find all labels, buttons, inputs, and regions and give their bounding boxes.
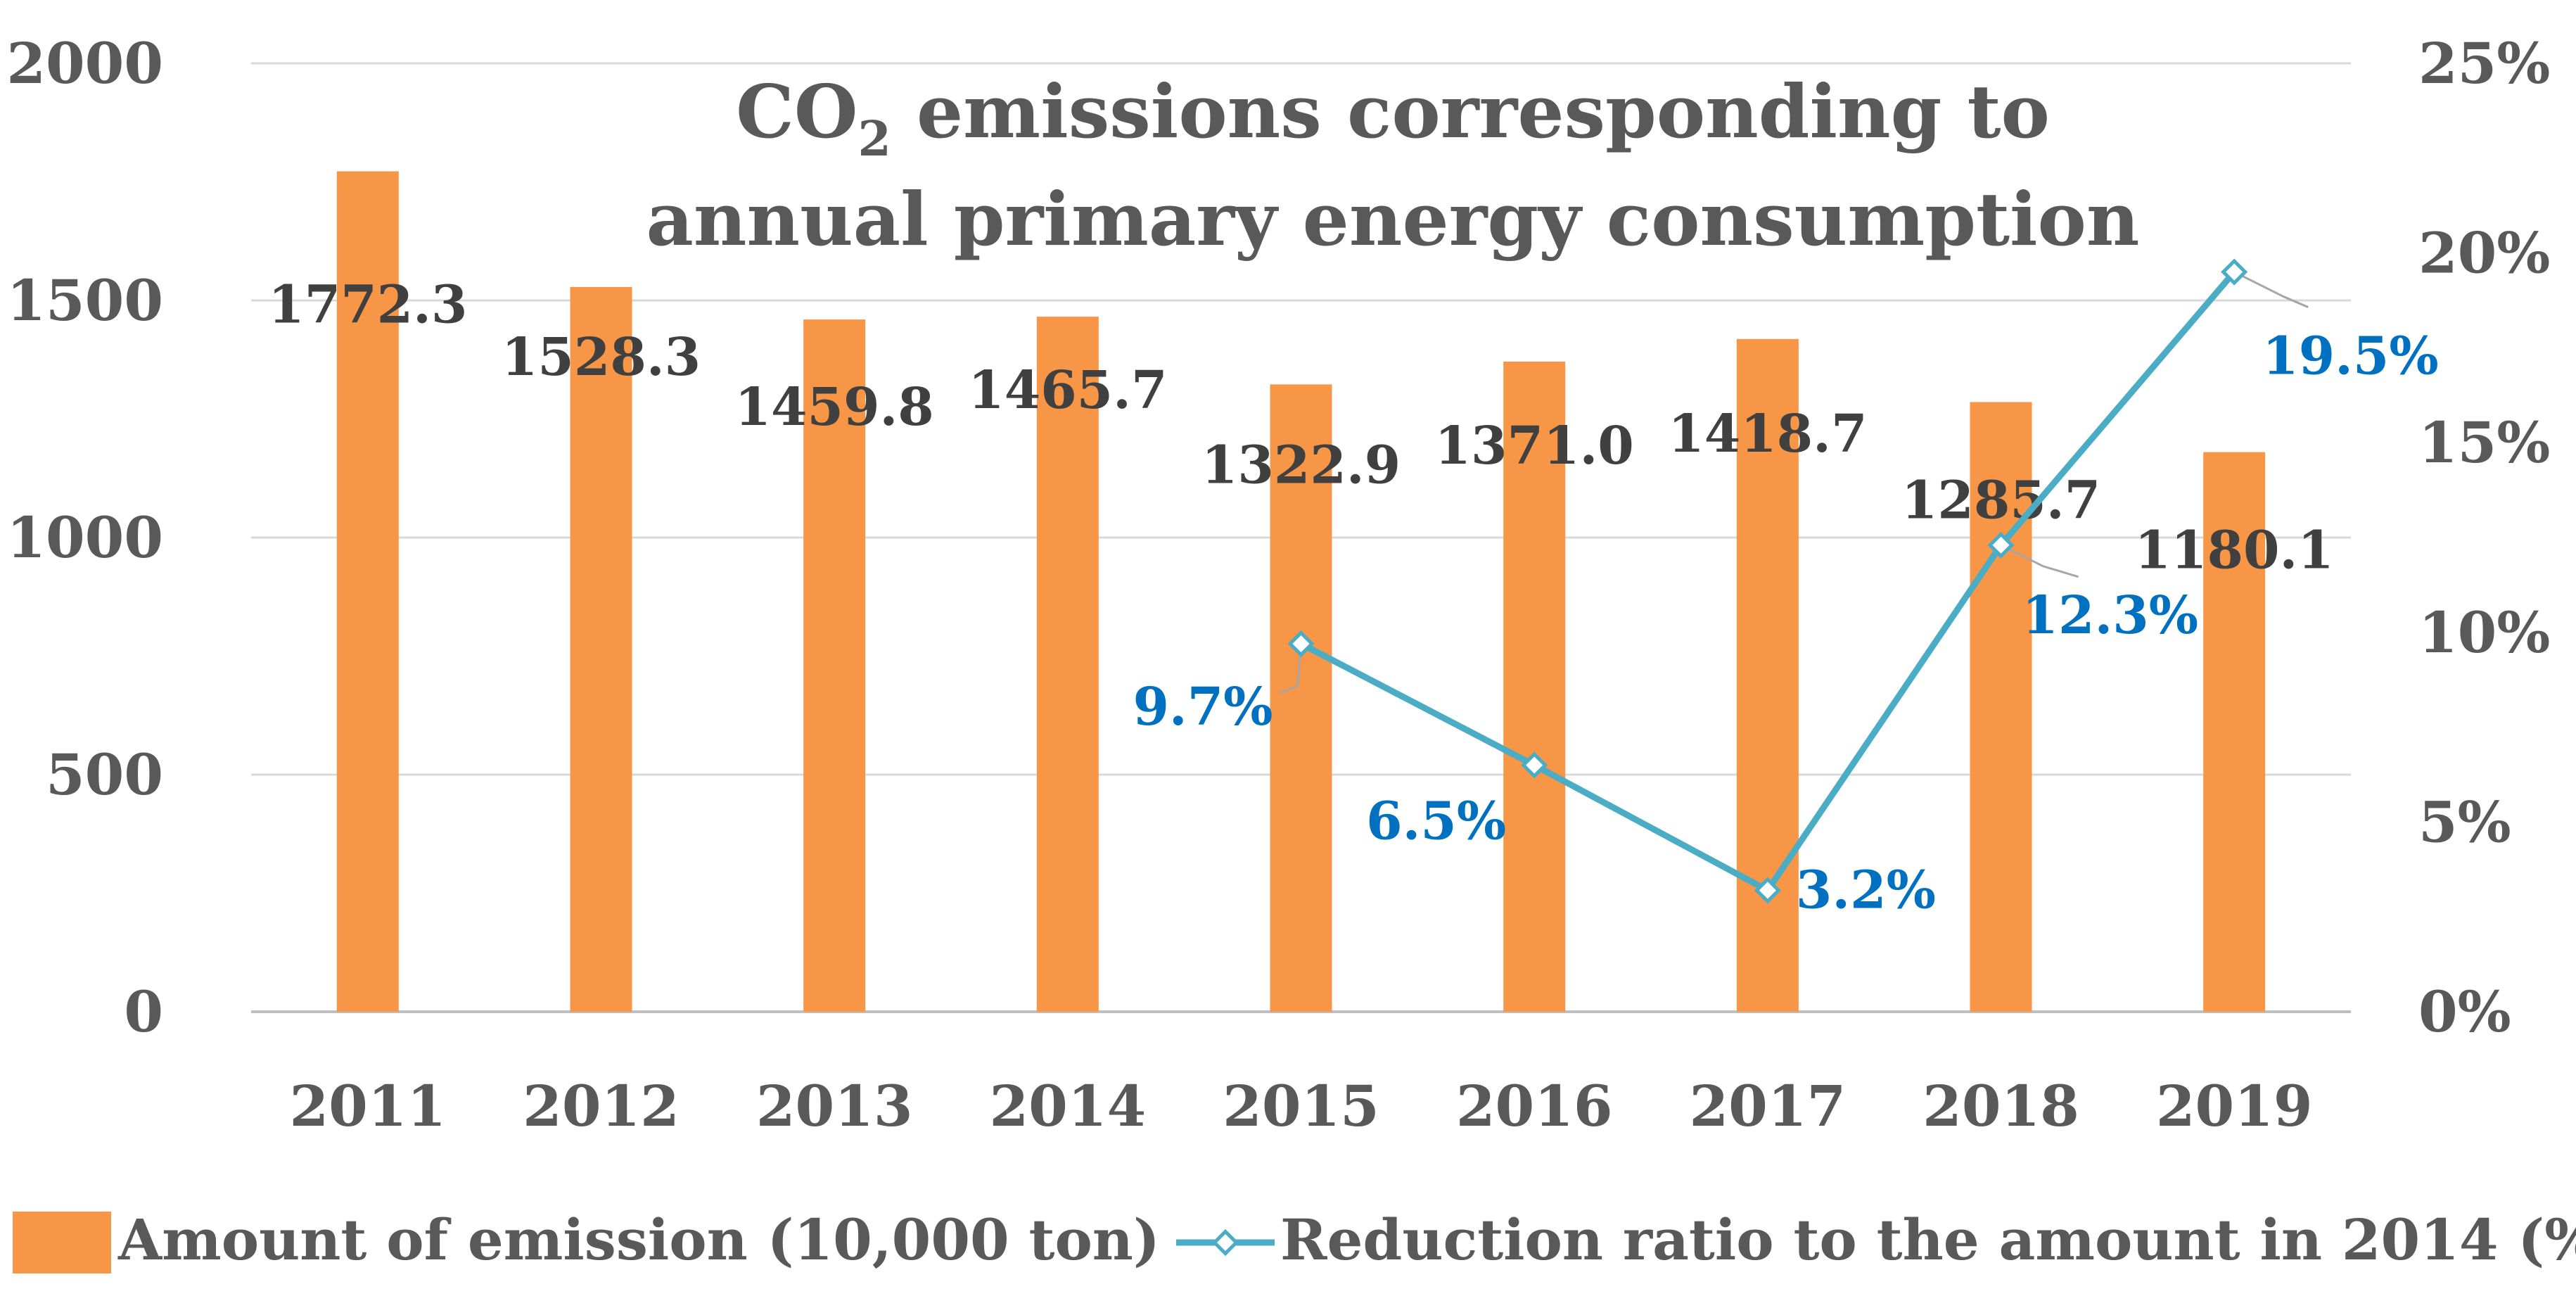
bar-value-label: 1528.3 [502, 327, 701, 388]
x-axis-tick-label: 2015 [1223, 1073, 1379, 1139]
right-axis-ticks: 0% 5% 10% 15% 20% 25% [2418, 30, 2550, 1045]
x-axis-tick-label: 2019 [2156, 1073, 2313, 1139]
x-axis-tick-label: 2017 [1690, 1073, 1847, 1139]
bar-value-label: 1322.9 [1201, 435, 1401, 495]
label-leader-line [1279, 643, 1302, 694]
bar [1036, 317, 1099, 1012]
line-value-label: 9.7% [1133, 677, 1273, 737]
bar [1503, 361, 1566, 1012]
x-axis-tick-label: 2012 [523, 1073, 680, 1139]
bar-value-label: 1459.8 [735, 377, 934, 438]
bar-value-label: 1180.1 [2135, 521, 2334, 581]
legend-line-label: Reduction ratio to the amount in 2014 (%… [1280, 1207, 2576, 1273]
bar [1270, 384, 1332, 1012]
bar [570, 286, 632, 1012]
left-axis-ticks: 0 500 1000 1500 2000 [6, 30, 163, 1045]
legend-line-marker [1211, 1228, 1239, 1257]
label-leader-line [2233, 271, 2309, 308]
chart-title-line2: annual primary energy consumption [646, 176, 2139, 262]
bar-value-label: 1772.3 [268, 274, 467, 335]
left-axis-tick-label: 0 [124, 979, 163, 1045]
label-leader-line [2000, 544, 2079, 578]
x-axis-tick-label: 2016 [1456, 1073, 1613, 1139]
bar [1970, 402, 2032, 1012]
legend-bar-label: Amount of emission (10,000 ton) [117, 1207, 1160, 1273]
right-axis-tick-label: 0% [2418, 979, 2511, 1045]
right-axis-tick-label: 10% [2418, 599, 2550, 666]
bar [336, 171, 399, 1012]
x-axis-tick-label: 2013 [756, 1073, 913, 1139]
line-value-label: 12.3% [2022, 585, 2199, 646]
x-axis-tick-label: 2014 [990, 1073, 1147, 1139]
line-point-marker [2221, 258, 2248, 286]
legend: Amount of emission (10,000 ton) Reductio… [13, 1207, 2576, 1273]
x-axis-ticks: 2011 2012 2013 2014 2015 2016 2017 2018 2019 [290, 1073, 2313, 1139]
legend-bar-swatch [13, 1212, 111, 1273]
bar-value-label: 1418.7 [1668, 404, 1867, 464]
right-axis-tick-label: 15% [2418, 409, 2550, 476]
line-point-marker [1521, 751, 1548, 779]
left-axis-tick-label: 1000 [6, 504, 163, 571]
left-axis-tick-label: 1500 [6, 267, 163, 333]
x-axis-tick-label: 2011 [290, 1073, 447, 1139]
line-series: 9.7% 6.5% 3.2% 12.3% 19.5% [1133, 258, 2439, 920]
line-point-marker [1987, 531, 2015, 559]
bar-value-label: 1371.0 [1435, 416, 1634, 476]
bar [803, 319, 866, 1012]
line-value-label: 3.2% [1796, 860, 1936, 920]
chart-title-line1: CO2 emissions corresponding to [736, 68, 2050, 167]
bar-value-label: 1285.7 [1901, 470, 2100, 531]
line-point-marker [1754, 877, 1781, 904]
line-value-label: 19.5% [2262, 326, 2439, 387]
left-axis-tick-label: 2000 [6, 30, 163, 96]
bar-series: 1772.3 1528.3 1459.8 1465.7 1322.9 1371.0 1418… [268, 171, 2334, 1012]
x-axis-tick-label: 2018 [1923, 1073, 2079, 1139]
line-value-label: 6.5% [1366, 792, 1506, 852]
right-axis-tick-label: 20% [2418, 220, 2550, 286]
bar-value-label: 1465.7 [968, 360, 1167, 421]
right-axis-tick-label: 5% [2418, 789, 2511, 855]
bar [2203, 452, 2266, 1012]
left-axis-tick-label: 500 [46, 742, 163, 808]
right-axis-tick-label: 25% [2418, 30, 2550, 96]
line-point-marker [1287, 630, 1315, 658]
